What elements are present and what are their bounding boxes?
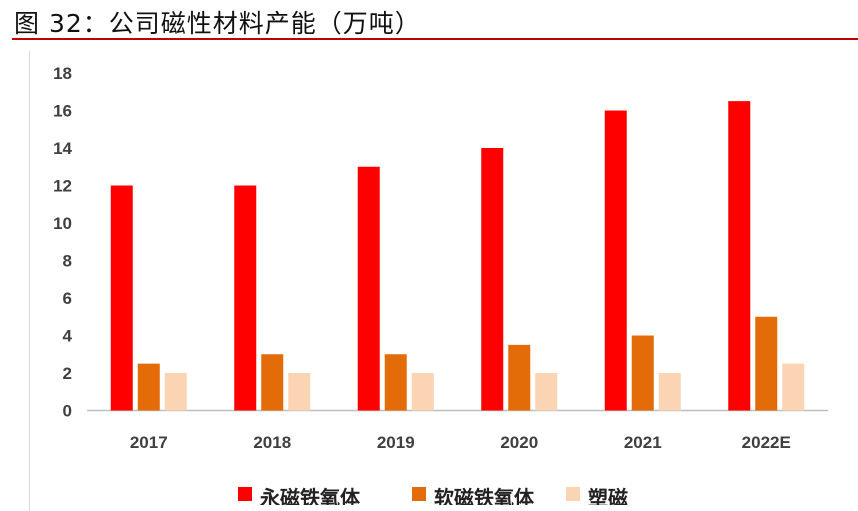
bar-3-2017 <box>164 373 187 411</box>
y-tick-label: 16 <box>53 102 72 121</box>
legend-swatch <box>566 487 580 501</box>
bar-2-2019 <box>384 354 407 411</box>
y-tick-label: 2 <box>63 364 72 383</box>
bar-1-2021 <box>604 110 627 411</box>
bar-3-2019 <box>411 373 434 411</box>
y-tick-label: 4 <box>63 327 73 346</box>
legend-label: 软磁铁氧体 <box>434 486 535 505</box>
y-tick-label: 10 <box>53 214 72 233</box>
bar-3-2020 <box>535 373 558 411</box>
legend-label: 永磁铁氧体 <box>259 486 361 505</box>
x-tick-label: 2022E <box>742 433 791 452</box>
x-tick-label: 2020 <box>500 433 538 452</box>
y-tick-label: 0 <box>63 402 72 421</box>
x-tick-label: 2021 <box>624 433 662 452</box>
bar-2-2020 <box>508 344 531 411</box>
bar-1-2018 <box>234 185 257 411</box>
bar-2-2018 <box>261 354 284 411</box>
bar-1-2019 <box>357 166 380 411</box>
bar-3-2022E <box>782 363 805 411</box>
y-tick-label: 6 <box>63 289 72 308</box>
bar-3-2021 <box>658 373 681 411</box>
y-tick-label: 8 <box>63 252 72 271</box>
chart-frame <box>29 51 858 511</box>
bar-1-2017 <box>110 185 133 411</box>
bar-1-2022E <box>728 101 751 411</box>
y-tick-label: 18 <box>53 64 72 83</box>
bar-3-2018 <box>288 373 311 411</box>
legend-swatch <box>238 487 252 501</box>
legend-swatch <box>412 487 426 501</box>
figure-title: 图 32：公司磁性材料产能（万吨） <box>14 9 421 38</box>
bar-2-2022E <box>755 316 778 411</box>
x-tick-label: 2018 <box>253 433 291 452</box>
legend-label: 塑磁 <box>588 486 628 505</box>
x-tick-label: 2017 <box>130 433 168 452</box>
title-divider <box>12 38 858 40</box>
bar-2-2017 <box>137 363 160 411</box>
bar-2-2021 <box>631 335 654 411</box>
y-tick-label: 12 <box>53 177 72 196</box>
x-tick-label: 2019 <box>377 433 415 452</box>
y-tick-label: 14 <box>53 139 72 158</box>
bar-1-2020 <box>481 148 504 411</box>
